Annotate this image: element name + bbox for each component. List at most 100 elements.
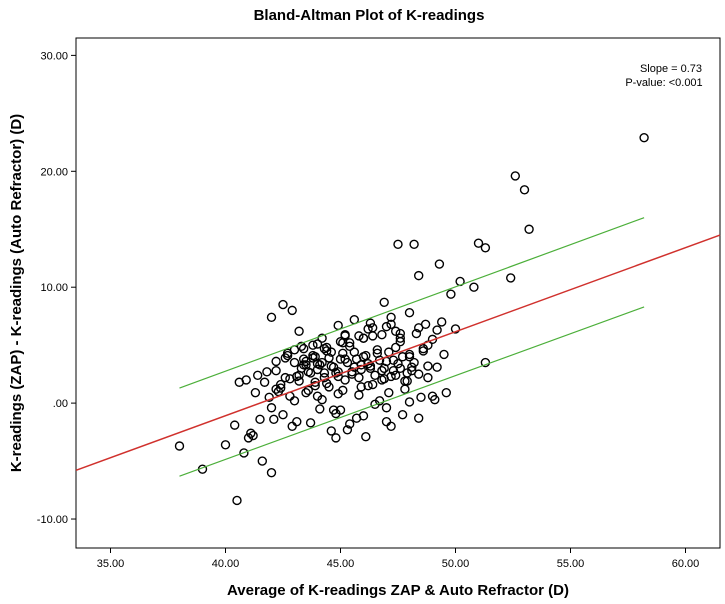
data-point: [386, 312, 396, 323]
data-point: [354, 331, 364, 341]
data-point: [276, 383, 286, 393]
data-point: [294, 326, 304, 336]
data-point: [292, 416, 302, 427]
data-point: [423, 372, 433, 383]
data-point: [342, 357, 353, 368]
data-point: [370, 370, 380, 380]
data-point: [379, 297, 389, 307]
data-point: [361, 432, 371, 442]
data-point: [473, 238, 484, 248]
data-point: [294, 376, 304, 386]
data-point: [377, 330, 387, 340]
data-point: [404, 308, 415, 318]
data-point: [312, 391, 323, 401]
data-point: [423, 361, 433, 371]
data-point: [393, 359, 403, 369]
data-point: [393, 239, 403, 250]
data-point: [278, 299, 288, 310]
data-point: [243, 433, 254, 443]
data-point: [266, 403, 277, 413]
y-tick-label: -10.00: [37, 514, 68, 526]
data-point: [257, 456, 267, 466]
data-point: [301, 360, 311, 370]
data-point: [303, 385, 313, 396]
data-point: [342, 425, 353, 435]
data-point: [414, 369, 424, 379]
scatter-points: [174, 132, 649, 506]
data-point: [368, 323, 378, 333]
data-point: [372, 345, 382, 355]
data-point: [338, 338, 348, 348]
data-point: [427, 391, 438, 401]
data-point: [289, 396, 300, 406]
data-point: [439, 349, 449, 360]
data-point: [310, 381, 320, 391]
data-point: [480, 243, 491, 253]
data-point: [232, 495, 242, 506]
data-point: [305, 418, 316, 428]
data-point: [250, 387, 261, 398]
data-point: [322, 346, 332, 356]
data-point: [280, 353, 290, 363]
data-point: [289, 357, 300, 368]
data-point: [384, 387, 394, 398]
data-point: [400, 384, 410, 394]
data-point: [271, 356, 281, 367]
data-point: [317, 357, 327, 368]
data-point: [239, 448, 249, 458]
data-point: [310, 352, 320, 362]
data-point: [469, 282, 479, 292]
data-point: [506, 273, 516, 283]
data-point: [287, 421, 297, 431]
data-point: [280, 372, 290, 383]
p-value-annotation: P-value: <0.001: [625, 77, 702, 89]
data-point: [374, 396, 385, 406]
data-point: [395, 328, 405, 339]
data-point: [264, 392, 274, 403]
y-axis-label: K-readings (ZAP) - K-readings (Auto Refr…: [8, 114, 25, 472]
data-point: [388, 365, 399, 376]
data-point: [340, 330, 350, 340]
data-point: [340, 375, 350, 385]
data-point: [269, 414, 279, 425]
data-point: [338, 348, 348, 358]
data-point: [358, 411, 369, 421]
data-point: [404, 397, 415, 407]
slope-annotation: Slope = 0.73: [640, 63, 702, 75]
data-point: [379, 363, 389, 374]
data-point: [414, 323, 424, 333]
data-point: [510, 171, 520, 181]
data-point: [409, 357, 419, 368]
data-point: [312, 339, 323, 349]
upper-limit-line: [179, 217, 645, 389]
x-tick-label: 45.00: [327, 558, 355, 570]
data-point: [234, 377, 245, 387]
data-point: [414, 270, 424, 281]
y-tick-label: .00: [53, 398, 68, 410]
x-tick-label: 50.00: [442, 558, 470, 570]
data-point: [432, 362, 442, 372]
data-point: [361, 350, 371, 361]
data-point: [354, 390, 364, 400]
data-point: [315, 360, 325, 370]
data-point: [253, 370, 263, 380]
data-point: [416, 392, 426, 403]
data-point: [308, 340, 318, 350]
data-point: [397, 352, 408, 362]
data-point: [315, 404, 325, 414]
data-point: [368, 379, 378, 390]
data-point: [292, 371, 302, 382]
data-point: [363, 359, 373, 369]
data-point: [437, 317, 447, 327]
data-point: [266, 467, 277, 478]
data-point: [409, 239, 419, 250]
data-point: [363, 381, 373, 391]
data-point: [345, 338, 355, 348]
data-point: [381, 321, 392, 332]
data-point: [259, 377, 270, 387]
data-point: [397, 410, 408, 420]
data-point: [391, 326, 401, 336]
y-axis-ticks: -10.00 .00 10.00 20.00 30.00: [37, 50, 76, 526]
data-point: [395, 333, 405, 343]
x-axis-ticks: 35.00 40.00 45.00 50.00 55.00 60.00: [97, 548, 699, 570]
